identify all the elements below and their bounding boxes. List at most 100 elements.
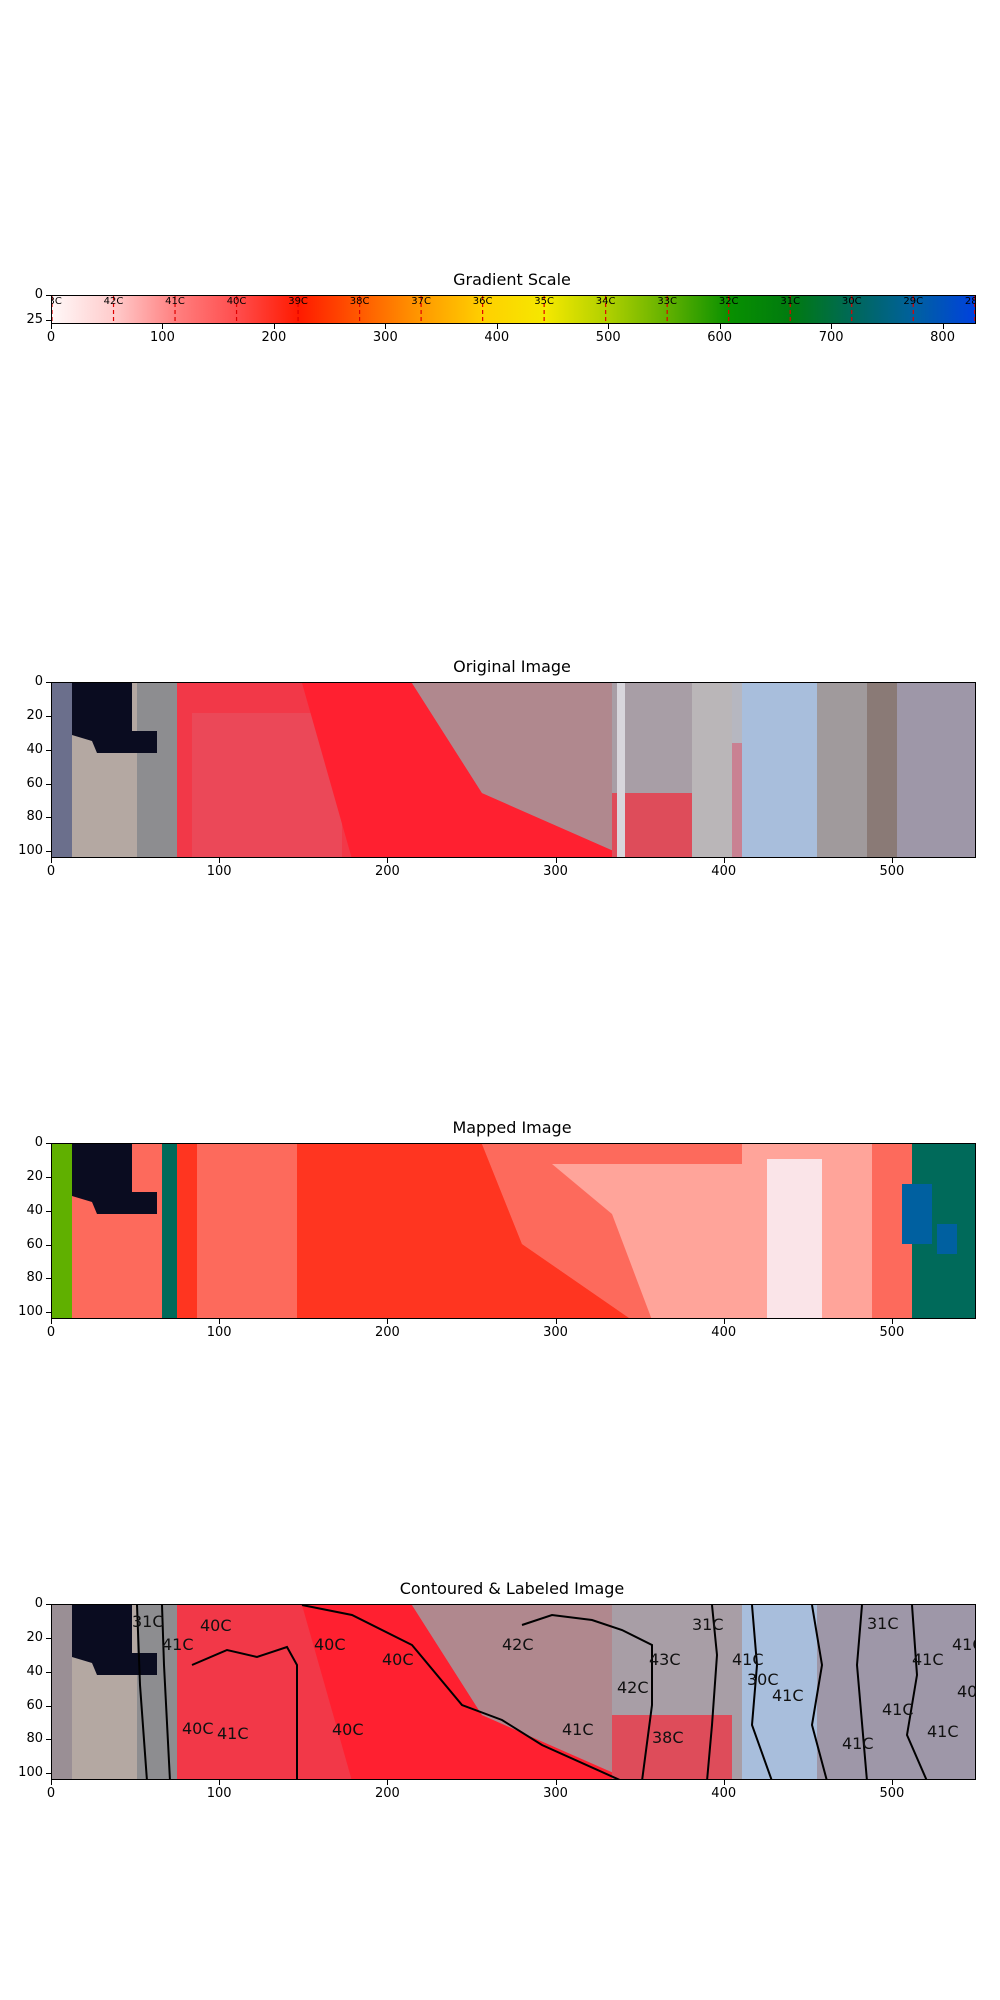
orig-x-tick-mark: [387, 858, 389, 863]
orig-y-tick-label: 0: [34, 674, 43, 689]
region-temperature-label: 41C: [912, 1650, 944, 1669]
map-x-tick-label: 500: [879, 1325, 905, 1340]
orig-y-tick-mark: [46, 817, 51, 819]
region-temperature-label: 31C: [132, 1612, 164, 1631]
gradient-x-tick-label: 500: [595, 330, 621, 345]
region-temperature-label: 41C: [882, 1700, 914, 1719]
gradient-x-tick-label: 100: [150, 330, 175, 345]
region-temperature-label: 31C: [692, 1615, 724, 1634]
gradient-x-tick-mark: [385, 324, 387, 329]
mapped-image-panel: Mapped Image 0 100 200 300 400 500 0 20 40 60 80 1…: [0, 1118, 1000, 1340]
temperature-marker-label: 40C: [227, 296, 247, 307]
orig-x-tick-mark: [51, 858, 52, 863]
gradient-x-tick-mark: [51, 324, 52, 329]
gradient-y-tick-mark: [46, 295, 51, 296]
region-temperature-label: 40C: [957, 1682, 976, 1701]
map-y-tick-label: 20: [26, 1168, 43, 1184]
map-x-tick-label: 0: [46, 1325, 56, 1340]
orig-y-tick-mark: [46, 783, 51, 785]
orig-x-tick-mark: [219, 858, 221, 863]
map-y-tick-mark: [46, 1278, 51, 1280]
orig-x-tick-label: 400: [711, 864, 737, 879]
region-temperature-label: 43C: [649, 1650, 681, 1669]
map-y-tick-label: 40: [26, 1202, 43, 1218]
gradient-scale-panel: Gradient Scale 43C 42C 41C 40C 39C 38C 37C 36C 3…: [0, 270, 1000, 345]
orig-x-tick-mark: [723, 858, 725, 863]
cont-x-tick-mark: [219, 1780, 221, 1785]
region-temperature-label: 40C: [332, 1720, 364, 1739]
cont-y-tick-label: 20: [26, 1629, 43, 1645]
map-x-tick-label: 300: [543, 1325, 568, 1340]
map-y-tick-label: 60: [26, 1236, 43, 1252]
orig-y-tick-label: 20: [26, 707, 43, 723]
cont-y-tick-mark: [46, 1739, 51, 1741]
orig-y-tick-mark: [46, 715, 51, 717]
map-x-tick-label: 200: [374, 1325, 400, 1340]
region-temperature-label: 30C: [747, 1670, 779, 1689]
temperature-marker-label: 28C: [965, 296, 976, 307]
original-image-title: Original Image: [453, 657, 571, 676]
temperature-marker-label: 30C: [842, 296, 862, 307]
map-y-tick-mark: [46, 1244, 51, 1246]
temperature-marker-label: 38C: [350, 296, 370, 307]
gradient-scale-title: Gradient Scale: [453, 270, 571, 289]
cont-x-tick-mark: [723, 1780, 725, 1785]
mapped-image-title: Mapped Image: [452, 1118, 572, 1137]
cont-y-tick-mark: [46, 1705, 51, 1707]
region-temperature-label: 31C: [867, 1614, 899, 1633]
map-x-tick-label: 400: [711, 1325, 737, 1340]
region-temperature-label: 41C: [927, 1722, 959, 1741]
map-y-tick-label: 0: [34, 1135, 43, 1150]
orig-y-tick-label: 100: [18, 843, 43, 859]
gradient-x-tick-label: 300: [372, 330, 398, 345]
orig-x-tick-label: 300: [543, 864, 568, 879]
orig-y-tick-label: 80: [26, 809, 43, 825]
original-image-plot: [51, 682, 976, 858]
map-y-tick-label: 80: [26, 1270, 43, 1286]
map-x-tick-mark: [387, 1319, 389, 1324]
orig-x-tick-label: 0: [46, 864, 56, 879]
region-temperature-label: 41C: [562, 1720, 594, 1739]
cont-x-tick-label: 100: [206, 1786, 232, 1801]
region-temperature-label: 40C: [200, 1616, 232, 1635]
region-temperature-label: 40C: [314, 1635, 346, 1654]
region-temperature-label: 38C: [652, 1728, 684, 1747]
cont-x-tick-mark: [891, 1780, 893, 1785]
gradient-x-tick-mark: [831, 324, 833, 329]
orig-x-tick-mark: [891, 858, 893, 863]
original-image-panel: Original Image 0 100 200 300 400 500 0 20 40 60 8…: [0, 657, 1000, 879]
cont-x-tick-label: 200: [374, 1786, 400, 1801]
cont-x-tick-label: 300: [543, 1786, 568, 1801]
gradient-x-tick-label: 600: [707, 330, 733, 345]
gradient-x-tick-label: 700: [818, 330, 844, 345]
temperature-marker-label: 29C: [903, 296, 923, 307]
gradient-scale-plot: 43C 42C 41C 40C 39C 38C 37C 36C 35C 34C 33C 32C 31C 3…: [51, 295, 976, 324]
mapped-image-render: [52, 1144, 975, 1318]
temperature-marker-label: 33C: [657, 296, 677, 307]
cont-x-tick-label: 500: [879, 1786, 905, 1801]
gradient-y-tick-label: 25: [26, 312, 43, 327]
cont-x-tick-mark: [387, 1780, 389, 1785]
gradient-x-tick-mark: [273, 324, 275, 329]
gradient-x-tick-mark: [496, 324, 498, 329]
cont-x-tick-mark: [51, 1780, 52, 1785]
cont-x-tick-mark: [555, 1780, 557, 1785]
temperature-marker-label: 36C: [473, 296, 493, 307]
gradient-y-tick-label: 0: [34, 287, 43, 302]
region-temperature-label: 41C: [842, 1734, 874, 1753]
gradient-x-tick-label: 800: [930, 330, 955, 345]
orig-x-tick-mark: [555, 858, 557, 863]
cont-y-tick-mark: [46, 1671, 51, 1673]
map-y-tick-mark: [46, 1143, 51, 1144]
map-x-tick-label: 100: [206, 1325, 232, 1340]
temperature-marker-label: 37C: [411, 296, 431, 307]
gradient-x-tick-mark: [162, 324, 164, 329]
orig-y-tick-mark: [46, 682, 51, 683]
region-temperature-label: 40C: [382, 1650, 414, 1669]
temperature-marker-label: 42C: [104, 296, 124, 307]
cont-x-tick-label: 400: [711, 1786, 737, 1801]
map-x-tick-mark: [891, 1319, 893, 1324]
cont-y-tick-label: 60: [26, 1697, 43, 1713]
cont-y-tick-label: 0: [34, 1596, 43, 1611]
